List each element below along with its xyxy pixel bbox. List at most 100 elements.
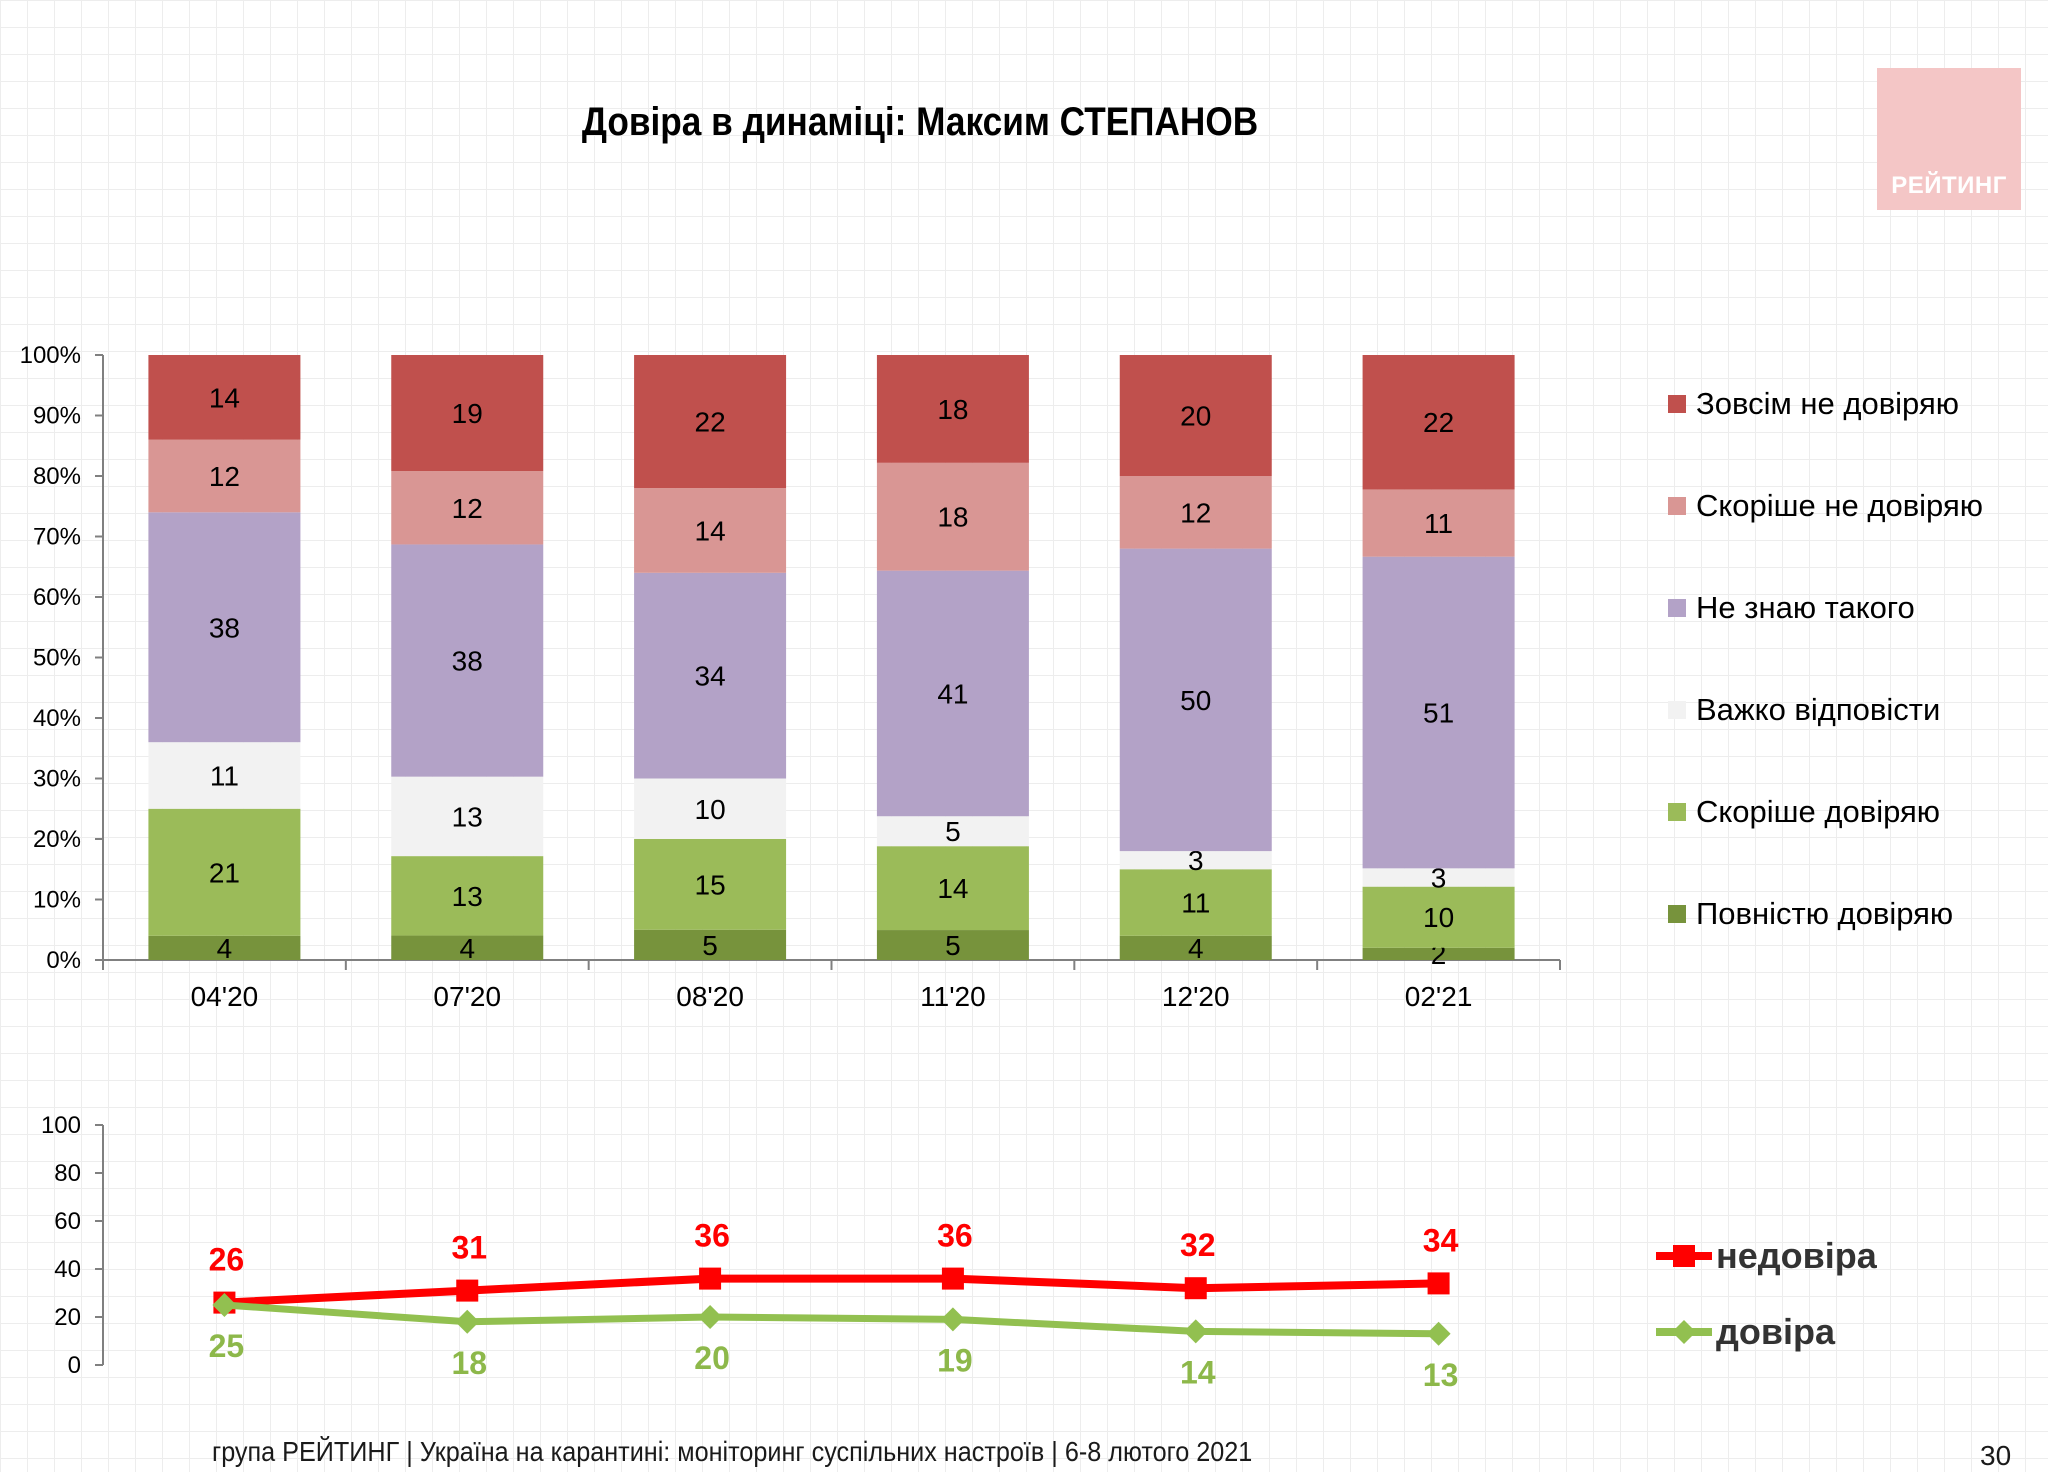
- trust-point: [1183, 1319, 1208, 1344]
- bar-data-label: 12: [209, 461, 240, 492]
- line-y-tick-label: 60: [54, 1208, 81, 1235]
- bar-segment: [391, 776, 544, 857]
- trust-point: [455, 1309, 480, 1334]
- x-tick-label: 04'20: [191, 981, 259, 1012]
- page-number: 30: [1980, 1440, 2012, 1471]
- y-tick-label: 10%: [33, 887, 81, 914]
- logo-text: РЕЙТИНГ: [1891, 172, 2007, 199]
- bar-data-label: 21: [209, 857, 240, 888]
- x-tick-label: 08'20: [676, 981, 744, 1012]
- trust-data-label: 20: [694, 1340, 730, 1376]
- bar-segment: [634, 488, 787, 573]
- y-tick-label: 40%: [33, 705, 81, 732]
- x-tick-label: 12'20: [1162, 981, 1230, 1012]
- bar-data-label: 22: [695, 407, 726, 438]
- bar-data-label: 14: [209, 382, 240, 413]
- y-tick-label: 0%: [46, 947, 81, 974]
- trust-data-label: 25: [209, 1328, 245, 1364]
- footer-text: група РЕЙТИНГ | Україна на карантині: мо…: [212, 1436, 1253, 1467]
- legend-swatch: [1668, 701, 1686, 719]
- y-tick-label: 100%: [20, 342, 81, 369]
- trust-point: [1426, 1321, 1451, 1346]
- line-y-tick-label: 40: [54, 1256, 81, 1283]
- line-legend-marker: [1672, 1320, 1696, 1344]
- legend-label: Скоріше довіряю: [1696, 794, 1940, 829]
- stacked-bar-chart: 0% 10% 20% 30% 40% 50% 60% 70% 80% 90% 100% 04'20 4 2…: [20, 342, 1983, 1012]
- bar-data-label: 14: [937, 873, 968, 904]
- bar-segment: [148, 935, 301, 960]
- bar-data-label: 10: [1423, 902, 1454, 933]
- bar-data-label: 15: [695, 869, 726, 900]
- bar-segment: [634, 929, 787, 960]
- bar-segment: [1362, 556, 1515, 869]
- bar-segment: [1362, 355, 1515, 490]
- legend-swatch: [1668, 803, 1686, 821]
- bar-segment: [1362, 868, 1515, 887]
- bar-data-label: 20: [1180, 401, 1211, 432]
- bar-segment: [1119, 851, 1272, 870]
- x-tick-label: 02'21: [1405, 981, 1473, 1012]
- bar-segment: [1119, 935, 1272, 960]
- distrust-point: [1427, 1272, 1450, 1295]
- legend-label: Повністю довіряю: [1696, 896, 1953, 931]
- bar-segment: [1362, 886, 1515, 948]
- distrust-point: [941, 1267, 964, 1290]
- bar-data-label: 41: [937, 678, 968, 709]
- bar-data-label: 5: [945, 930, 961, 961]
- y-tick-label: 50%: [33, 645, 81, 672]
- bar-segment: [148, 439, 301, 513]
- bar-data-label: 50: [1180, 685, 1211, 716]
- bar-data-label: 11: [1424, 508, 1453, 539]
- distrust-point: [699, 1267, 722, 1290]
- bar-segment: [148, 742, 301, 809]
- legend-label: Не знаю такого: [1696, 590, 1915, 625]
- distrust-data-label: 31: [451, 1230, 487, 1266]
- distrust-data-label: 32: [1180, 1227, 1216, 1263]
- line-legend-label: недовіра: [1716, 1235, 1878, 1276]
- legend-label: Зовсім не довіряю: [1696, 386, 1959, 421]
- bar-data-label: 11: [210, 760, 239, 791]
- y-tick-label: 30%: [33, 766, 81, 793]
- trust-point: [940, 1307, 965, 1332]
- trust-data-label: 13: [1423, 1357, 1459, 1393]
- bar-data-label: 14: [695, 515, 726, 546]
- bar-segment: [148, 355, 301, 440]
- chart-title: Довіра в динаміці: Максим СТЕПАНОВ: [581, 100, 1259, 144]
- bar-segment: [1119, 548, 1272, 852]
- bar-segment: [391, 355, 544, 472]
- series-line: [224, 1301, 1439, 1338]
- bar-segment: [634, 355, 787, 489]
- bar-data-label: 11: [1181, 888, 1210, 919]
- trust-point: [698, 1305, 723, 1329]
- bar-data-label: 12: [1180, 497, 1211, 528]
- bar-data-label: 4: [1188, 933, 1204, 964]
- bar-segment: [1119, 355, 1272, 476]
- bar-data-label: 19: [452, 398, 483, 429]
- legend-swatch: [1668, 599, 1686, 617]
- bar-segment: [876, 462, 1029, 571]
- bar-data-label: 10: [695, 794, 726, 825]
- distrust-data-label: 26: [209, 1242, 245, 1278]
- bar-data-label: 4: [459, 933, 475, 964]
- bar-data-label: 34: [695, 661, 726, 692]
- bar-segment: [1362, 947, 1515, 960]
- bar-segment: [876, 570, 1029, 817]
- bar-segment: [876, 355, 1029, 463]
- legend-label: Скоріше не довіряю: [1696, 488, 1983, 523]
- bar-segment: [634, 572, 787, 779]
- x-tick-label: 07'20: [433, 981, 501, 1012]
- y-tick-label: 70%: [33, 524, 81, 551]
- bar-segment: [391, 935, 544, 960]
- bar-data-label: 38: [209, 612, 240, 643]
- bar-data-label: 3: [1431, 863, 1447, 894]
- distrust-data-label: 36: [937, 1218, 973, 1254]
- y-tick-label: 90%: [33, 403, 81, 430]
- line-y-tick-label: 0: [68, 1352, 81, 1379]
- bar-data-label: 13: [452, 801, 483, 832]
- bar-data-label: 38: [452, 646, 483, 677]
- reyting-logo: РЕЙТИНГ: [1877, 68, 2021, 210]
- legend-swatch: [1668, 905, 1686, 923]
- legend-swatch: [1668, 497, 1686, 515]
- bar-segment: [148, 808, 301, 936]
